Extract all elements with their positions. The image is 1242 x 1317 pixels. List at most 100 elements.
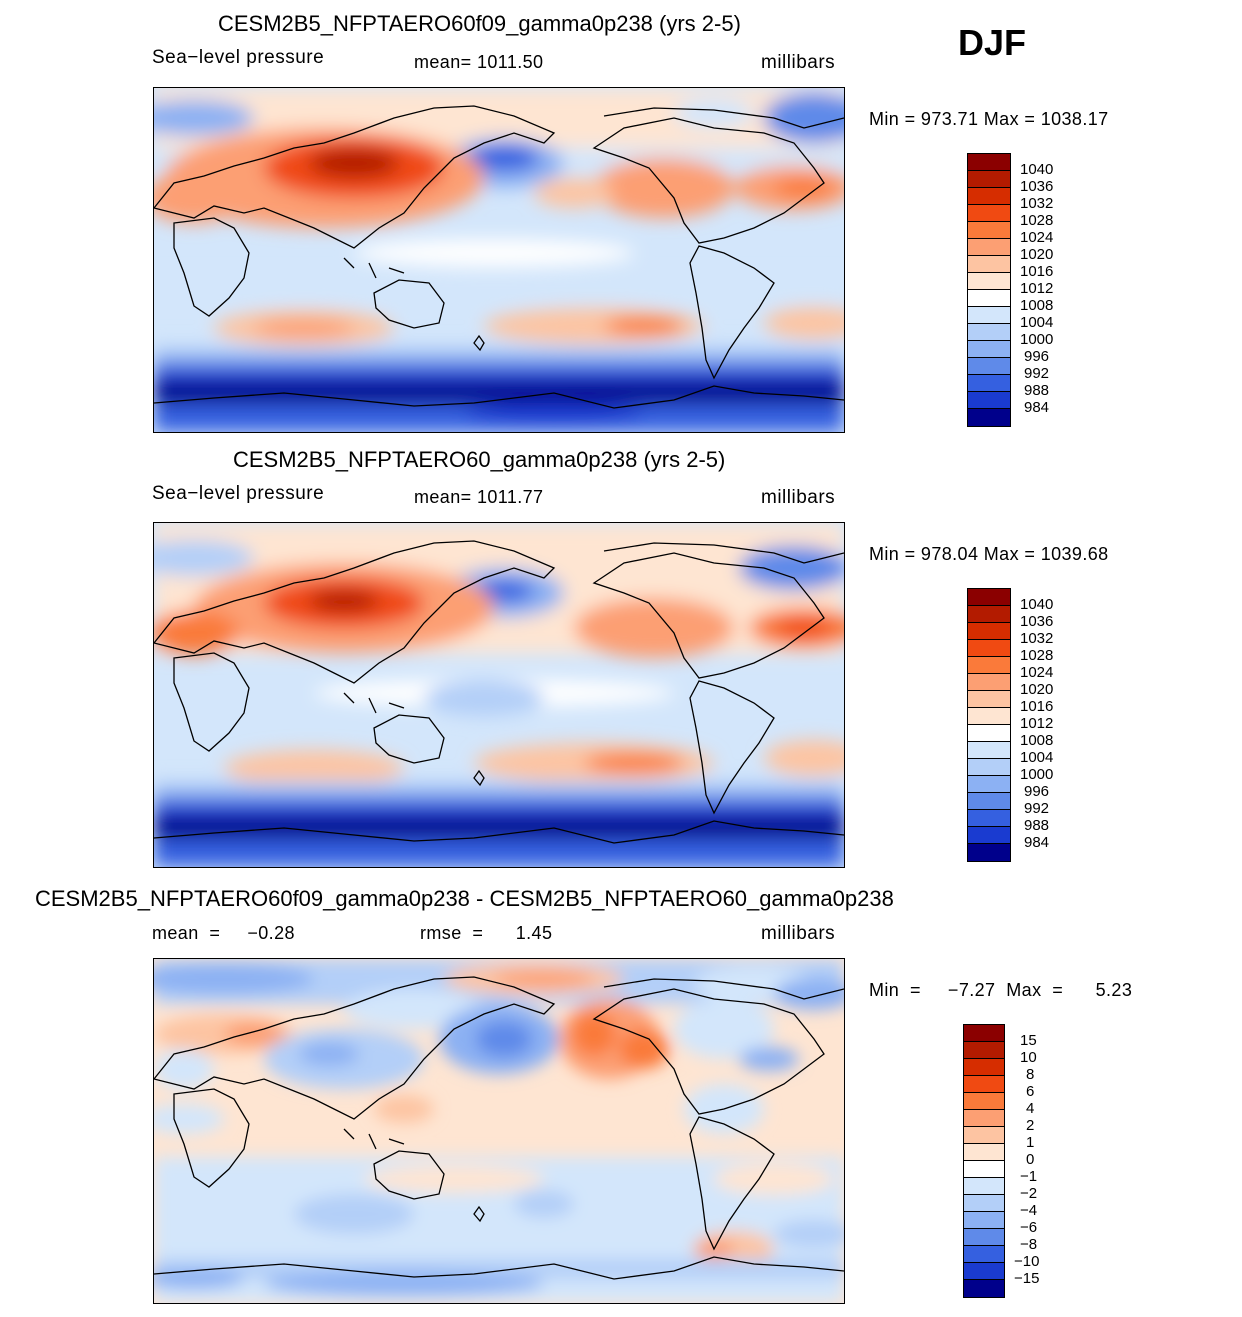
panel-3-colorbar-label: 15 <box>1020 1032 1037 1049</box>
panel-2-colorbar-label: 984 <box>1024 834 1050 851</box>
panel-3-colorbar-swatch <box>964 1263 1004 1280</box>
panel-3-colorbar-swatch <box>964 1195 1004 1212</box>
panel-3-colorbar-swatch <box>964 1161 1004 1178</box>
panel-2-map <box>153 522 845 868</box>
season-label: DJF <box>958 22 1027 63</box>
panel-3-colorbar-label: 4 <box>1026 1100 1035 1117</box>
panel-2-colorbar-label: 1004 <box>1020 749 1054 766</box>
panel-1-colorbar-swatch <box>968 290 1010 307</box>
panel-3-title: CESM2B5_NFPTAERO60f09_gamma0p238 - CESM2… <box>35 886 894 911</box>
panel-2-variable-label: Sea−level pressure <box>152 483 325 504</box>
panel-2-colorbar-swatch <box>968 606 1010 623</box>
panel-2-colorbar-swatch <box>968 589 1010 606</box>
panel-3-colorbar-label: 10 <box>1020 1049 1037 1066</box>
panel-2-minmax: Min = 978.04 Max = 1039.68 <box>869 544 1109 564</box>
panel-2-colorbar-swatch <box>968 793 1010 810</box>
panel-1-variable-label: Sea−level pressure <box>152 47 325 68</box>
panel-1-title: CESM2B5_NFPTAERO60f09_gamma0p238 (yrs 2-… <box>218 11 741 36</box>
panel-1-colorbar-swatch <box>968 409 1010 426</box>
panel-3-colorbar-swatch <box>964 1280 1004 1297</box>
panel-3-colorbar-label: −4 <box>1020 1202 1038 1219</box>
panel-1-colorbar-label: 1012 <box>1020 280 1054 297</box>
panel-2-colorbar-label: 1012 <box>1020 715 1054 732</box>
panel-1-mean: mean= 1011.50 <box>414 52 544 72</box>
panel-3-colorbar-label: 0 <box>1026 1151 1035 1168</box>
panel-1-colorbar-swatch <box>968 375 1010 392</box>
panel-1-colorbar-swatch <box>968 222 1010 239</box>
panel-3-colorbar-swatch <box>964 1246 1004 1263</box>
panel-3-colorbar-swatch <box>964 1093 1004 1110</box>
panel-1-colorbar-label: 1032 <box>1020 195 1054 212</box>
panel-3-colorbar-swatch <box>964 1178 1004 1195</box>
panel-2-colorbar-label: 1032 <box>1020 630 1054 647</box>
panel-2-title: CESM2B5_NFPTAERO60_gamma0p238 (yrs 2-5) <box>233 447 726 472</box>
panel-2-colorbar-label: 1008 <box>1020 732 1054 749</box>
panel-3-colorbar-label: −1 <box>1020 1168 1038 1185</box>
panel-1-colorbar-swatch <box>968 392 1010 409</box>
panel-3-colorbar-swatch <box>964 1059 1004 1076</box>
panel-1-colorbar-label: 1020 <box>1020 246 1054 263</box>
panel-1-colorbar-label: 1028 <box>1020 212 1054 229</box>
panel-2-colorbar-label: 992 <box>1024 800 1050 817</box>
panel-2-colorbar-swatch <box>968 657 1010 674</box>
panel-2-colorbar-swatch <box>968 640 1010 657</box>
panel-1-colorbar-swatch <box>968 171 1010 188</box>
panel-1-map <box>153 87 845 433</box>
panel-1-colorbar-swatch <box>968 307 1010 324</box>
panel-2-colorbar-swatch <box>968 674 1010 691</box>
panel-2-colorbar-label: 996 <box>1024 783 1050 800</box>
panel-2-units: millibars <box>761 487 836 508</box>
panel-1-colorbar-label: 1016 <box>1020 263 1054 280</box>
panel-3-colorbar-label: 8 <box>1026 1066 1035 1083</box>
panel-3-colorbar-swatch <box>964 1127 1004 1144</box>
panel-3-colorbar-label: 1 <box>1026 1134 1035 1151</box>
panel-1-colorbar-label: 992 <box>1024 365 1050 382</box>
panel-1-colorbar-swatch <box>968 256 1010 273</box>
panel-2-colorbar-swatch <box>968 844 1010 861</box>
panel-3-rmse: rmse = 1.45 <box>420 923 553 943</box>
panel-3-colorbar-label: 2 <box>1026 1117 1035 1134</box>
panel-2-map-field <box>154 523 844 867</box>
panel-3-colorbar-swatch <box>964 1229 1004 1246</box>
panel-3-colorbar <box>963 1024 1005 1298</box>
panel-3-colorbar-swatch <box>964 1042 1004 1059</box>
panel-2-colorbar-swatch <box>968 776 1010 793</box>
panel-1-colorbar-swatch <box>968 358 1010 375</box>
panel-2-colorbar-swatch <box>968 759 1010 776</box>
panel-1-colorbar-swatch <box>968 205 1010 222</box>
panel-2-colorbar-swatch <box>968 623 1010 640</box>
panel-1-colorbar-label: 1040 <box>1020 161 1054 178</box>
panel-2-colorbar-swatch <box>968 810 1010 827</box>
panel-1-colorbar-label: 1036 <box>1020 178 1054 195</box>
panel-2-colorbar-swatch <box>968 742 1010 759</box>
panel-3-colorbar-swatch <box>964 1025 1004 1042</box>
panel-1-colorbar-swatch <box>968 239 1010 256</box>
panel-2-colorbar-swatch <box>968 691 1010 708</box>
panel-3-colorbar-swatch <box>964 1110 1004 1127</box>
panel-2-colorbar-label: 1020 <box>1020 681 1054 698</box>
panel-3-colorbar-swatch <box>964 1212 1004 1229</box>
panel-3-units: millibars <box>761 923 836 944</box>
panel-3-colorbar-label: 6 <box>1026 1083 1035 1100</box>
panel-3-colorbar-label: −2 <box>1020 1185 1038 1202</box>
panel-3-colorbar-swatch <box>964 1144 1004 1161</box>
panel-1-colorbar-swatch <box>968 341 1010 358</box>
panel-2-colorbar-label: 1016 <box>1020 698 1054 715</box>
panel-2-colorbar-label: 1024 <box>1020 664 1054 681</box>
panel-3-map <box>153 958 845 1304</box>
panel-1-colorbar-swatch <box>968 273 1010 290</box>
panel-2-colorbar-label: 1036 <box>1020 613 1054 630</box>
panel-1-map-field <box>154 88 844 432</box>
panel-1-colorbar-label: 984 <box>1024 399 1050 416</box>
panel-2-colorbar-swatch <box>968 725 1010 742</box>
panel-1-colorbar-swatch <box>968 154 1010 171</box>
panel-3-colorbar-label: −15 <box>1014 1270 1040 1287</box>
panel-3-colorbar-swatch <box>964 1076 1004 1093</box>
panel-1-units: millibars <box>761 52 836 73</box>
panel-1-colorbar-swatch <box>968 188 1010 205</box>
panel-2-colorbar-swatch <box>968 708 1010 725</box>
panel-1-colorbar-label: 988 <box>1024 382 1050 399</box>
panel-2-colorbar-swatch <box>968 827 1010 844</box>
panel-1-colorbar <box>967 153 1011 427</box>
panel-1-colorbar-swatch <box>968 324 1010 341</box>
